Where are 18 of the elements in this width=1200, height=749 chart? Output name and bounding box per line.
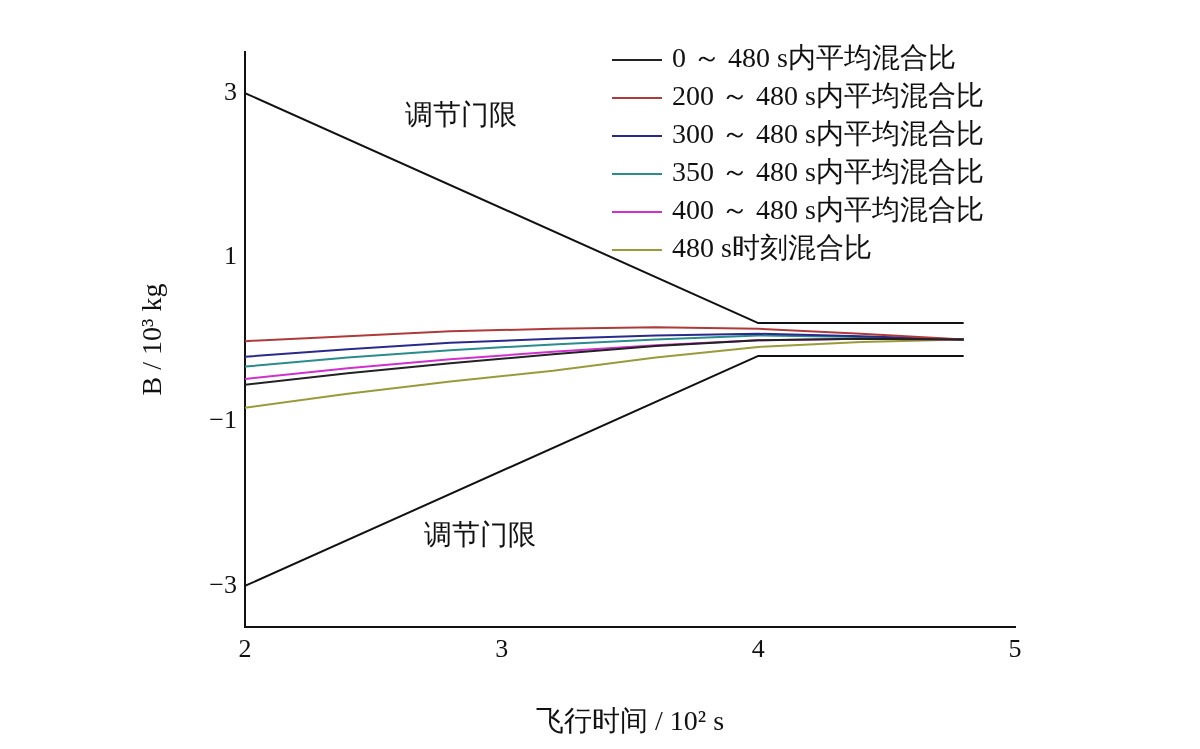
legend-label: 0 ～ 480 s内平均混合比 bbox=[672, 42, 956, 74]
y-tick-label: 3 bbox=[224, 76, 237, 106]
legend-label: 200 ～ 480 s内平均混合比 bbox=[672, 80, 984, 112]
legend-label: 480 s时刻混合比 bbox=[672, 232, 872, 264]
y-axis-title: B / 10³ kg bbox=[136, 283, 168, 396]
annotation: 调节门限 bbox=[404, 99, 517, 131]
legend-label: 300 ～ 480 s内平均混合比 bbox=[672, 118, 984, 150]
y-tick-label: −1 bbox=[209, 405, 237, 435]
y-tick-label: −3 bbox=[209, 569, 237, 599]
x-tick-label: 2 bbox=[238, 634, 252, 664]
x-tick-label: 3 bbox=[495, 634, 509, 664]
legend-label: 350 ～ 480 s内平均混合比 bbox=[672, 156, 984, 188]
x-tick-label: 5 bbox=[1008, 634, 1022, 664]
y-tick-label: 1 bbox=[224, 241, 237, 271]
x-tick-label: 4 bbox=[751, 634, 765, 664]
x-axis-title: 飞行时间 / 10² s bbox=[535, 704, 725, 736]
annotation: 调节门限 bbox=[423, 519, 536, 551]
legend-label: 400 ～ 480 s内平均混合比 bbox=[672, 194, 984, 226]
